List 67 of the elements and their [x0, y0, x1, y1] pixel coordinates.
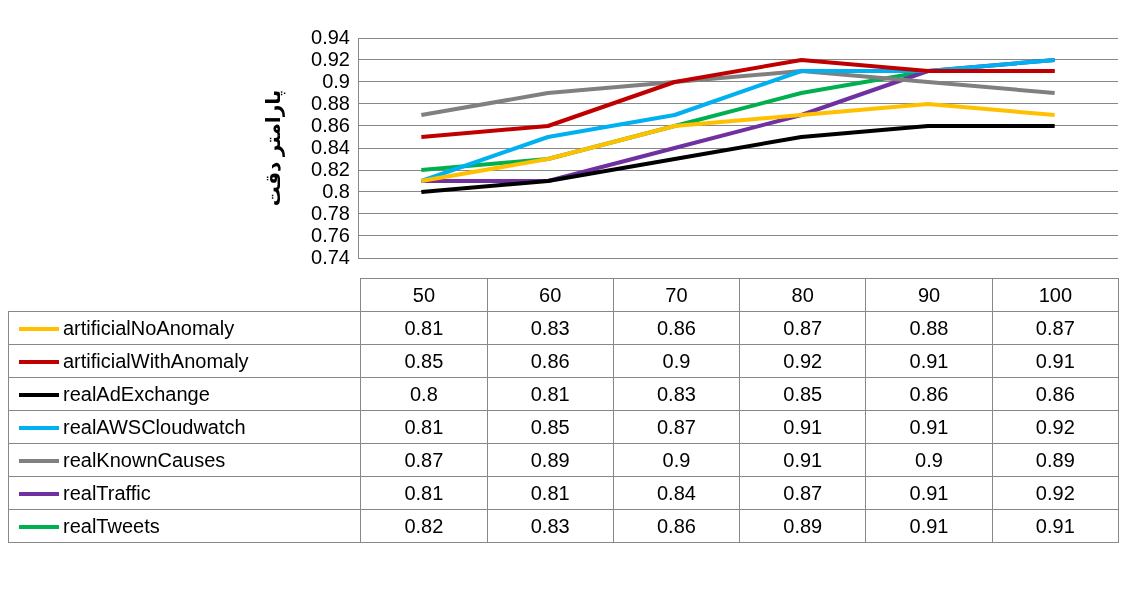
y-tick-label: 0.92 [311, 47, 350, 70]
data-label: 0.86 [487, 344, 614, 378]
data-label: 0.81 [487, 476, 614, 510]
data-label: 0.91 [739, 443, 866, 477]
y-tick-label: 0.76 [311, 223, 350, 246]
data-label: 0.92 [992, 476, 1119, 510]
data-label: 0.87 [613, 410, 740, 444]
y-tick-label: 0.8 [322, 179, 350, 202]
data-label: 0.86 [613, 509, 740, 543]
data-label: 0.91 [865, 344, 993, 378]
data-label: 0.87 [739, 311, 866, 345]
data-label: 0.91 [865, 476, 993, 510]
data-label: 0.89 [487, 443, 614, 477]
y-tick-label: 0.78 [311, 201, 350, 224]
data-label: 0.86 [613, 311, 740, 345]
data-label: 0.85 [360, 344, 488, 378]
data-label: 0.9 [865, 443, 993, 477]
x-tick-label: 100 [992, 278, 1119, 312]
y-tick-label: 0.74 [311, 245, 350, 268]
data-label: 0.87 [739, 476, 866, 510]
y-tick-label: 0.86 [311, 113, 350, 136]
data-label: 0.92 [739, 344, 866, 378]
data-label: 0.83 [613, 377, 740, 411]
data-label: 0.9 [613, 443, 740, 477]
data-label: 0.83 [487, 509, 614, 543]
y-tick-label: 0.82 [311, 157, 350, 180]
legend-label: artificialNoAnomaly [63, 316, 235, 339]
data-label: 0.89 [992, 443, 1119, 477]
y-tick-label: 0.88 [311, 91, 350, 114]
legend-label: realAWSCloudwatch [63, 415, 246, 438]
data-label: 0.82 [360, 509, 488, 543]
x-tick-label: 90 [865, 278, 993, 312]
data-label: 0.92 [992, 410, 1119, 444]
data-label: 0.85 [739, 377, 866, 411]
x-tick-label: 80 [739, 278, 866, 312]
data-label: 0.89 [739, 509, 866, 543]
x-tick-label: 60 [487, 278, 614, 312]
x-tick-label: 50 [360, 278, 488, 312]
data-label: 0.91 [739, 410, 866, 444]
data-label: 0.81 [487, 377, 614, 411]
y-tick-label: 0.84 [311, 135, 350, 158]
legend-label: realAdExchange [63, 382, 210, 405]
data-label: 0.91 [992, 344, 1119, 378]
legend-label: realTraffic [63, 481, 151, 504]
data-label: 0.87 [360, 443, 488, 477]
y-tick-label: 0.94 [311, 25, 350, 48]
data-label: 0.81 [360, 311, 488, 345]
x-tick-label: 70 [613, 278, 740, 312]
data-label: 0.84 [613, 476, 740, 510]
data-label: 0.85 [487, 410, 614, 444]
data-label: 0.91 [865, 410, 993, 444]
data-label: 0.91 [865, 509, 993, 543]
legend-label: artificialWithAnomaly [63, 349, 249, 372]
legend-label: realKnownCauses [63, 448, 226, 471]
y-axis-title: پارامتر دقت [261, 89, 286, 207]
data-label: 0.81 [360, 476, 488, 510]
y-tick-label: 0.9 [322, 69, 350, 92]
legend-label: realTweets [63, 514, 160, 537]
data-label: 0.88 [865, 311, 993, 345]
data-label: 0.87 [992, 311, 1119, 345]
data-label: 0.91 [992, 509, 1119, 543]
data-label: 0.8 [360, 377, 488, 411]
data-label: 0.9 [613, 344, 740, 378]
data-label: 0.86 [865, 377, 993, 411]
data-label: 0.86 [992, 377, 1119, 411]
data-label: 0.83 [487, 311, 614, 345]
data-label: 0.81 [360, 410, 488, 444]
